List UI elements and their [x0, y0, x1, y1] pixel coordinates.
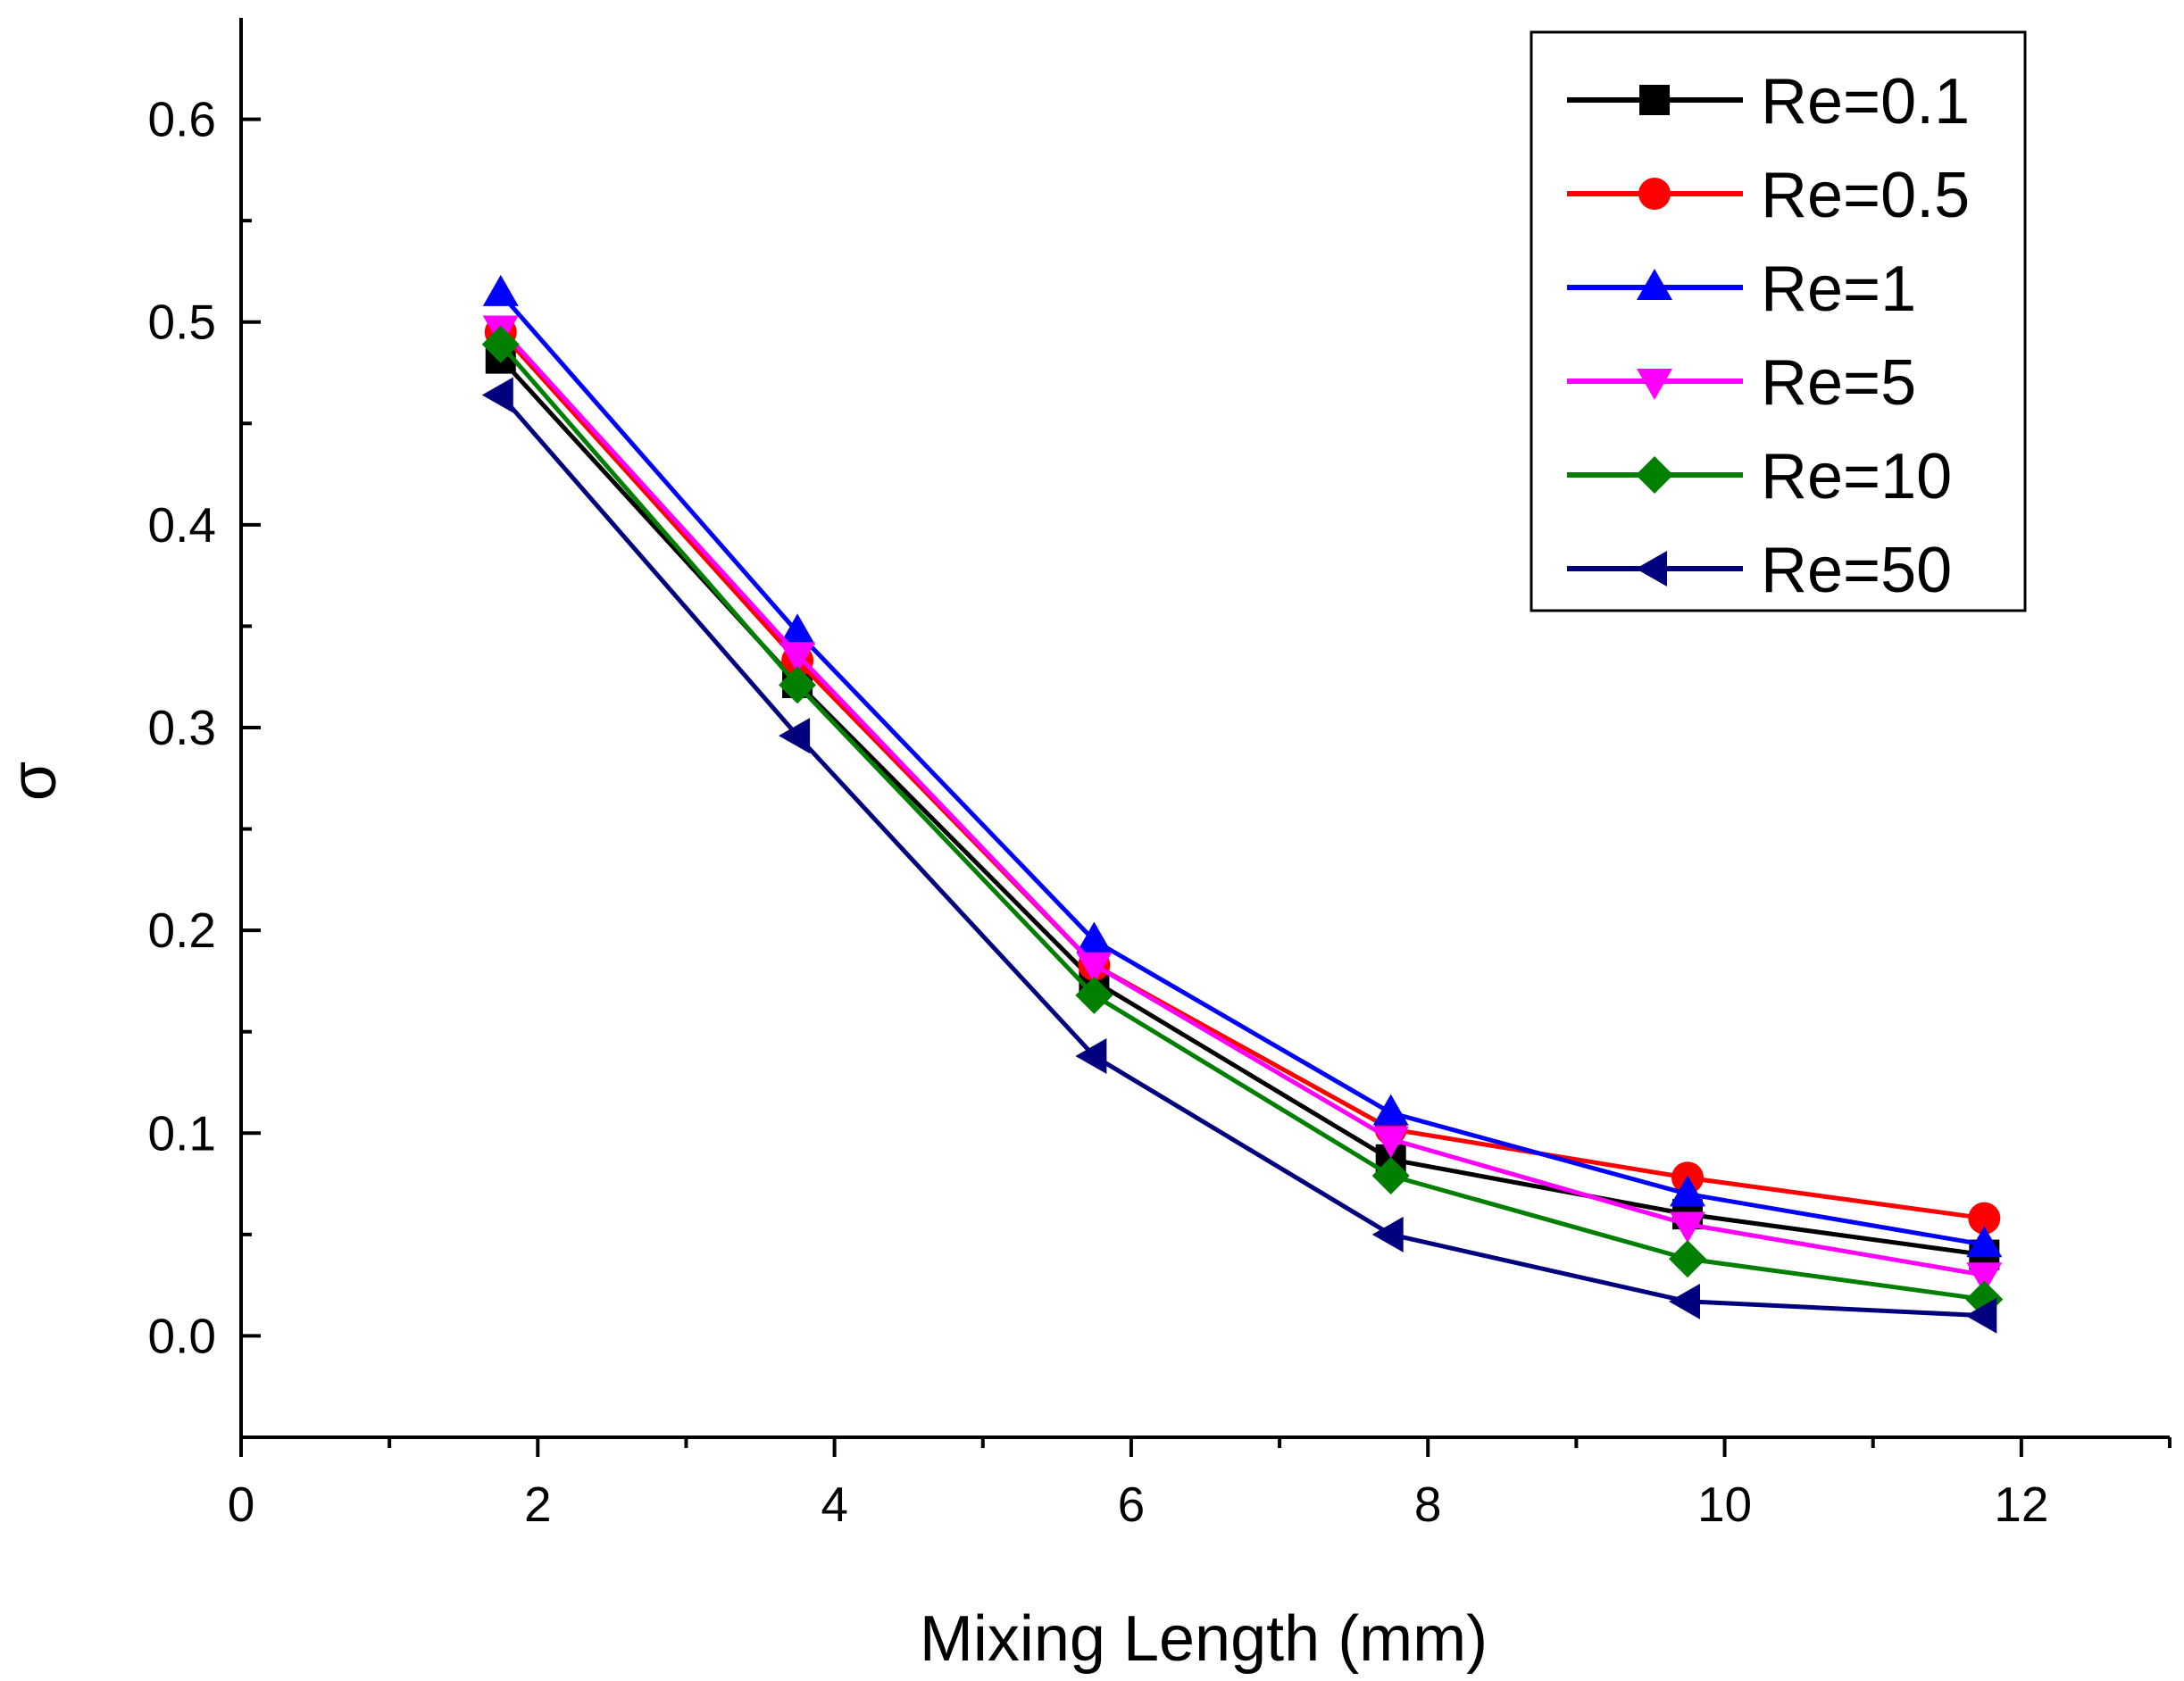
- data-point: [1371, 1216, 1404, 1252]
- x-tick-label: 4: [821, 1477, 848, 1532]
- data-point: [1372, 1094, 1409, 1126]
- legend-marker: [1639, 85, 1670, 115]
- y-tick-label: 0.1: [148, 1105, 216, 1161]
- legend-item: Re=5: [1567, 347, 1916, 419]
- data-point: [481, 377, 513, 413]
- legend-marker: [1638, 178, 1671, 210]
- data-point: [1966, 1226, 2003, 1258]
- data-point: [1670, 1211, 1705, 1244]
- series-line: [498, 393, 1985, 1319]
- data-point: [1968, 1202, 2001, 1235]
- legend-marker: [1636, 551, 1667, 587]
- legend-marker: [1637, 369, 1672, 400]
- legend: Re=0.1 Re=0.5 Re=1 Re=5 Re=10 Re=50: [1530, 30, 2027, 612]
- data-point: [1966, 1262, 2003, 1294]
- y-tick-label: 0.6: [148, 92, 216, 147]
- legend-item: Re=0.5: [1567, 160, 1970, 231]
- data-point: [1076, 952, 1113, 984]
- series-re-50: [481, 377, 1997, 1334]
- series-re-1: [482, 274, 2003, 1258]
- x-tick-label: 2: [524, 1477, 552, 1532]
- y-tick-label: 0.4: [148, 497, 216, 553]
- y-tick-label: 0.5: [148, 295, 216, 350]
- legend-label: Re=0.5: [1761, 160, 1970, 231]
- series-re-5: [482, 315, 2003, 1294]
- data-point: [1670, 1175, 1705, 1207]
- x-tick-label: 6: [1118, 1477, 1146, 1532]
- data-point: [1371, 1156, 1410, 1194]
- series-line: [498, 326, 1985, 1277]
- y-tick-label: 0.0: [148, 1308, 216, 1363]
- data-point: [779, 666, 817, 704]
- legend-item: Re=0.1: [1567, 66, 1970, 137]
- x-tick-label: 12: [1994, 1477, 2048, 1532]
- data-point: [1075, 1037, 1107, 1074]
- data-point: [779, 718, 811, 754]
- data-point: [1075, 976, 1113, 1014]
- y-tick-label: 0.3: [148, 700, 216, 755]
- legend-marker: [1637, 269, 1672, 300]
- data-point: [1669, 1240, 1706, 1278]
- series-re-10: [481, 325, 2004, 1319]
- legend-label: Re=1: [1761, 254, 1916, 325]
- legend-label: Re=50: [1761, 535, 1952, 606]
- y-axis-title: σ: [0, 761, 70, 801]
- data-point: [1076, 921, 1113, 953]
- legend-label: Re=5: [1761, 347, 1916, 419]
- data-point: [1669, 1283, 1700, 1319]
- x-axis-title: Mixing Length (mm): [920, 1603, 1488, 1675]
- data-point: [779, 642, 816, 674]
- legend-marker: [1636, 456, 1673, 494]
- x-tick-label: 10: [1697, 1477, 1752, 1532]
- plot-series: [481, 274, 2004, 1334]
- data-point: [482, 274, 519, 306]
- legend-label: Re=10: [1761, 441, 1952, 512]
- legend-item: Re=1: [1567, 254, 1916, 325]
- legend-item: Re=10: [1567, 441, 1952, 512]
- y-tick-label: 0.2: [148, 903, 216, 958]
- series-line: [498, 330, 1985, 1221]
- data-point: [779, 613, 816, 645]
- data-point: [1372, 1127, 1409, 1159]
- legend-item: Re=50: [1567, 535, 1952, 606]
- data-point: [1965, 1297, 1997, 1334]
- legend-label: Re=0.1: [1761, 66, 1970, 137]
- data-point: [481, 325, 520, 363]
- series-line: [498, 343, 1985, 1302]
- x-tick-label: 0: [228, 1477, 255, 1532]
- series-line: [498, 292, 1985, 1247]
- legend-box: [1530, 30, 2027, 612]
- axes: 0.0 0.1 0.2 0.3 0.4 0.5 0.6 0 2 4 6 8 10 12: [148, 18, 2171, 1532]
- x-tick-label: 8: [1414, 1477, 1442, 1532]
